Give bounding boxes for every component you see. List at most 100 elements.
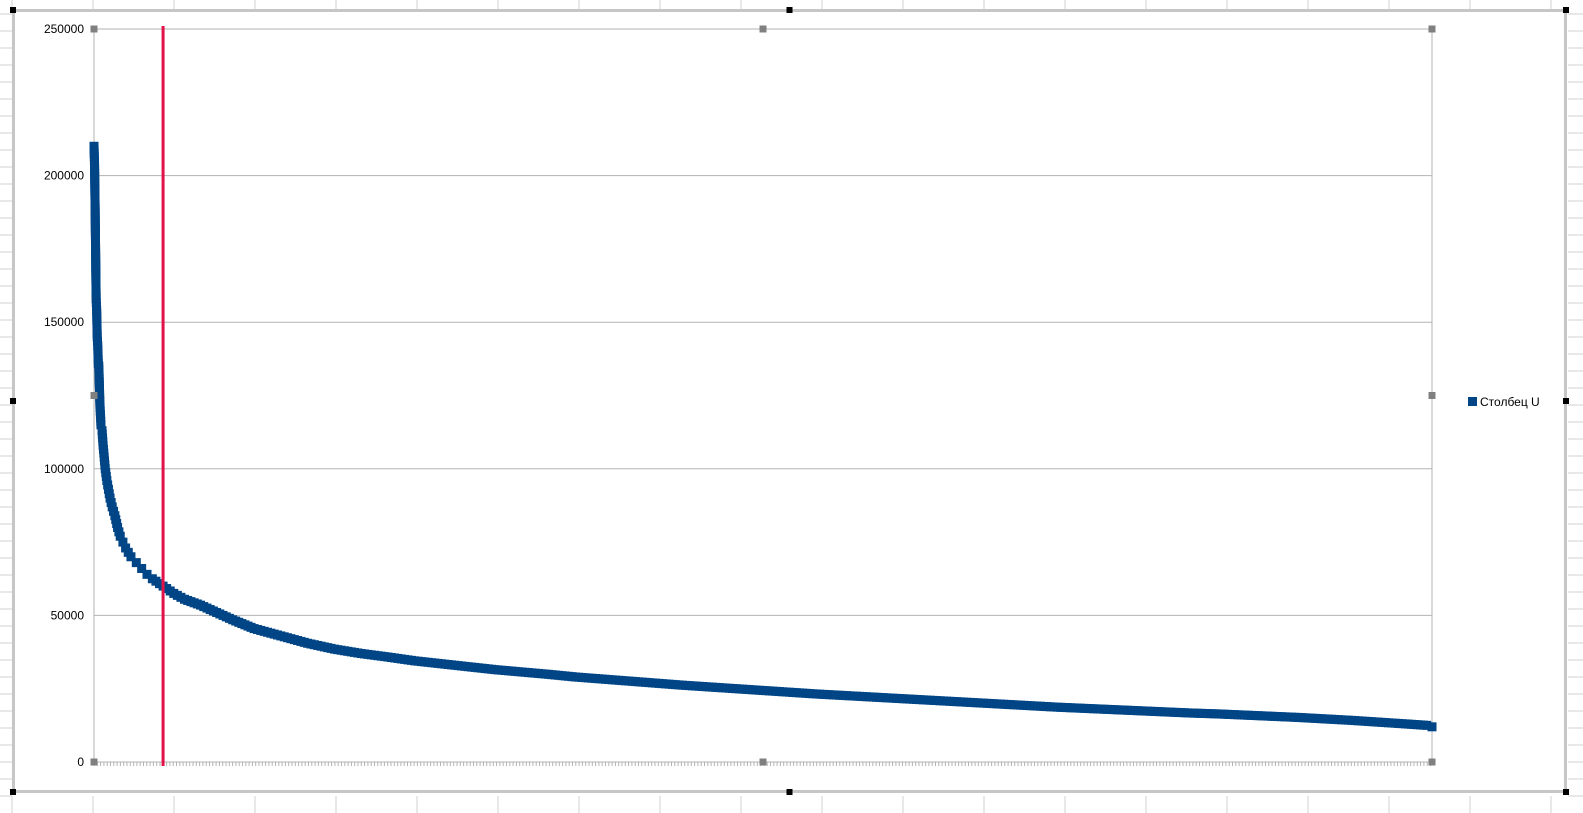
data-point bbox=[92, 329, 102, 339]
chart-resize-handle bbox=[1563, 789, 1569, 795]
chart-resize-handle bbox=[10, 398, 16, 404]
data-point bbox=[103, 480, 113, 490]
data-point bbox=[1156, 707, 1166, 717]
data-point bbox=[728, 683, 738, 693]
y-tick-label: 150000 bbox=[44, 315, 84, 329]
legend-swatch bbox=[1468, 397, 1477, 406]
plot-resize-handle bbox=[90, 758, 98, 766]
data-point bbox=[100, 460, 110, 470]
data-point bbox=[621, 676, 631, 686]
data-point bbox=[192, 599, 202, 609]
data-point bbox=[487, 664, 497, 674]
data-point bbox=[95, 396, 105, 406]
data-point bbox=[93, 355, 103, 365]
plot-resize-handle bbox=[90, 25, 98, 33]
data-point bbox=[91, 291, 101, 301]
data-point bbox=[1022, 701, 1032, 711]
data-point bbox=[109, 506, 119, 516]
data-point bbox=[808, 689, 818, 699]
data-point bbox=[118, 537, 128, 547]
data-point bbox=[131, 558, 141, 568]
data-point bbox=[101, 472, 111, 482]
data-point bbox=[99, 448, 109, 458]
series-points bbox=[89, 141, 1437, 732]
data-point bbox=[91, 302, 101, 312]
data-point bbox=[1129, 706, 1139, 716]
data-point bbox=[1419, 720, 1429, 730]
data-point bbox=[326, 643, 336, 653]
legend[interactable]: Столбец U bbox=[1468, 395, 1540, 409]
plot-resize-handle bbox=[90, 392, 98, 399]
data-point bbox=[540, 669, 550, 679]
data-point bbox=[835, 690, 845, 700]
data-point bbox=[1263, 711, 1273, 721]
data-point bbox=[299, 637, 309, 647]
data-point bbox=[137, 563, 147, 573]
data-point bbox=[647, 678, 657, 688]
data-point bbox=[1102, 704, 1112, 714]
data-point bbox=[460, 661, 470, 671]
data-point bbox=[114, 527, 124, 537]
data-point bbox=[1343, 715, 1353, 725]
data-point bbox=[513, 667, 523, 677]
data-point bbox=[594, 674, 604, 684]
data-point bbox=[888, 693, 898, 703]
data-point bbox=[92, 336, 102, 346]
chart-resize-handle bbox=[10, 789, 16, 795]
data-point bbox=[1236, 710, 1246, 720]
y-tick-label: 250000 bbox=[44, 22, 84, 36]
y-tick-label: 0 bbox=[77, 755, 84, 769]
plot-resize-handle bbox=[1428, 758, 1436, 766]
data-point bbox=[915, 695, 925, 705]
chart-resize-handle bbox=[1563, 7, 1569, 13]
data-point bbox=[90, 197, 100, 207]
data-point bbox=[995, 699, 1005, 709]
data-point bbox=[781, 687, 791, 697]
data-point bbox=[96, 416, 106, 426]
data-point bbox=[112, 519, 122, 529]
chart-resize-handle bbox=[10, 7, 16, 13]
y-axis-tick-labels: 0 50000 100000 150000 200000 250000 bbox=[44, 22, 84, 769]
data-point bbox=[91, 244, 101, 254]
selection-handles[interactable] bbox=[10, 7, 1569, 795]
data-point bbox=[567, 672, 577, 682]
data-point bbox=[1397, 719, 1407, 729]
data-point bbox=[1183, 708, 1193, 718]
data-point bbox=[142, 569, 152, 579]
data-point bbox=[1209, 709, 1219, 719]
data-point bbox=[406, 655, 416, 665]
gridlines bbox=[94, 28, 1432, 763]
data-point bbox=[754, 685, 764, 695]
data-point bbox=[969, 698, 979, 708]
y-tick-label: 50000 bbox=[51, 608, 85, 622]
plot-resize-handle bbox=[1428, 25, 1436, 33]
data-point bbox=[273, 630, 283, 640]
data-point bbox=[208, 606, 218, 616]
plot-resize-handle bbox=[759, 25, 767, 33]
data-point bbox=[353, 648, 363, 658]
chart-resize-handle bbox=[786, 789, 793, 795]
data-point bbox=[104, 489, 114, 499]
data-point bbox=[98, 437, 108, 447]
data-point bbox=[380, 652, 390, 662]
data-point bbox=[165, 586, 175, 596]
data-point bbox=[433, 658, 443, 668]
plot-area[interactable] bbox=[93, 29, 1433, 762]
data-point bbox=[1076, 703, 1086, 713]
y-tick-label: 200000 bbox=[44, 169, 84, 183]
chart-resize-handle bbox=[1563, 398, 1569, 404]
y-tick-label: 100000 bbox=[44, 462, 84, 476]
data-point bbox=[1290, 712, 1300, 722]
x-axis-tick-marks bbox=[93, 762, 1431, 766]
legend-label-series-1: Столбец U bbox=[1480, 395, 1540, 409]
data-point bbox=[674, 680, 684, 690]
data-point bbox=[861, 692, 871, 702]
data-point bbox=[89, 155, 99, 165]
data-point bbox=[1370, 717, 1380, 727]
data-point bbox=[123, 547, 133, 557]
data-point bbox=[942, 696, 952, 706]
plot-resize-handle bbox=[1428, 392, 1436, 399]
data-point bbox=[106, 498, 116, 508]
